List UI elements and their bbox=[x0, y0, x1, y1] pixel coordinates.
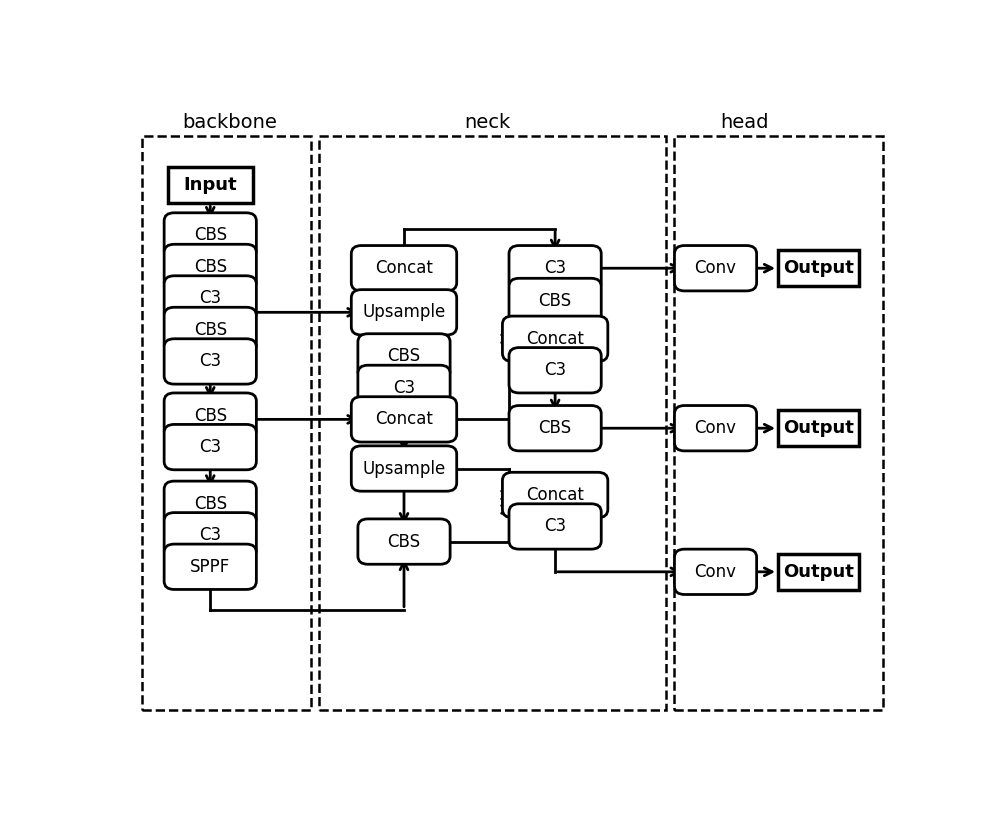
Bar bbox=[674, 136, 883, 710]
FancyBboxPatch shape bbox=[502, 472, 608, 518]
FancyBboxPatch shape bbox=[358, 519, 450, 564]
Text: head: head bbox=[721, 113, 769, 132]
Text: neck: neck bbox=[465, 113, 511, 132]
FancyBboxPatch shape bbox=[164, 513, 256, 558]
Text: CBS: CBS bbox=[194, 495, 227, 513]
Text: Concat: Concat bbox=[375, 411, 433, 429]
FancyBboxPatch shape bbox=[674, 245, 757, 291]
FancyBboxPatch shape bbox=[351, 446, 457, 491]
Text: Output: Output bbox=[783, 259, 854, 277]
Text: C3: C3 bbox=[393, 379, 415, 397]
Text: Output: Output bbox=[783, 563, 854, 581]
Text: CBS: CBS bbox=[539, 292, 572, 310]
FancyBboxPatch shape bbox=[351, 245, 457, 291]
FancyBboxPatch shape bbox=[351, 397, 457, 442]
FancyBboxPatch shape bbox=[164, 425, 256, 470]
Text: Conv: Conv bbox=[695, 419, 737, 437]
Text: Upsample: Upsample bbox=[362, 303, 446, 321]
Bar bbox=[142, 136, 311, 710]
Text: C3: C3 bbox=[199, 353, 221, 371]
FancyBboxPatch shape bbox=[164, 481, 256, 527]
Text: C3: C3 bbox=[199, 438, 221, 456]
FancyBboxPatch shape bbox=[164, 308, 256, 353]
FancyBboxPatch shape bbox=[509, 348, 601, 393]
Text: CBS: CBS bbox=[539, 419, 572, 437]
FancyBboxPatch shape bbox=[164, 544, 256, 590]
Text: C3: C3 bbox=[544, 259, 566, 277]
Text: Concat: Concat bbox=[526, 486, 584, 504]
FancyBboxPatch shape bbox=[509, 406, 601, 451]
Text: CBS: CBS bbox=[194, 258, 227, 276]
FancyBboxPatch shape bbox=[674, 549, 757, 595]
FancyBboxPatch shape bbox=[778, 410, 859, 447]
Bar bbox=[319, 136, 666, 710]
Text: Output: Output bbox=[783, 419, 854, 437]
FancyBboxPatch shape bbox=[164, 245, 256, 290]
Text: Concat: Concat bbox=[526, 330, 584, 348]
Text: Concat: Concat bbox=[375, 259, 433, 277]
Text: backbone: backbone bbox=[182, 113, 277, 132]
Text: Conv: Conv bbox=[695, 563, 737, 581]
Text: CBS: CBS bbox=[194, 227, 227, 245]
FancyBboxPatch shape bbox=[168, 167, 253, 204]
Text: C3: C3 bbox=[544, 362, 566, 380]
Text: SPPF: SPPF bbox=[190, 558, 230, 576]
FancyBboxPatch shape bbox=[358, 334, 450, 379]
Text: Upsample: Upsample bbox=[362, 460, 446, 478]
FancyBboxPatch shape bbox=[509, 504, 601, 549]
Text: CBS: CBS bbox=[387, 533, 421, 551]
FancyBboxPatch shape bbox=[778, 554, 859, 590]
FancyBboxPatch shape bbox=[164, 393, 256, 438]
FancyBboxPatch shape bbox=[164, 276, 256, 321]
FancyBboxPatch shape bbox=[674, 406, 757, 451]
Text: CBS: CBS bbox=[387, 348, 421, 366]
Text: CBS: CBS bbox=[194, 321, 227, 339]
Text: Conv: Conv bbox=[695, 259, 737, 277]
Text: C3: C3 bbox=[199, 526, 221, 544]
FancyBboxPatch shape bbox=[351, 290, 457, 335]
Text: C3: C3 bbox=[199, 290, 221, 308]
FancyBboxPatch shape bbox=[502, 316, 608, 362]
Text: C3: C3 bbox=[544, 518, 566, 536]
FancyBboxPatch shape bbox=[358, 365, 450, 411]
FancyBboxPatch shape bbox=[509, 278, 601, 324]
Text: CBS: CBS bbox=[194, 407, 227, 425]
FancyBboxPatch shape bbox=[164, 339, 256, 384]
Text: Input: Input bbox=[183, 176, 237, 194]
FancyBboxPatch shape bbox=[509, 245, 601, 291]
FancyBboxPatch shape bbox=[164, 213, 256, 258]
FancyBboxPatch shape bbox=[778, 250, 859, 286]
